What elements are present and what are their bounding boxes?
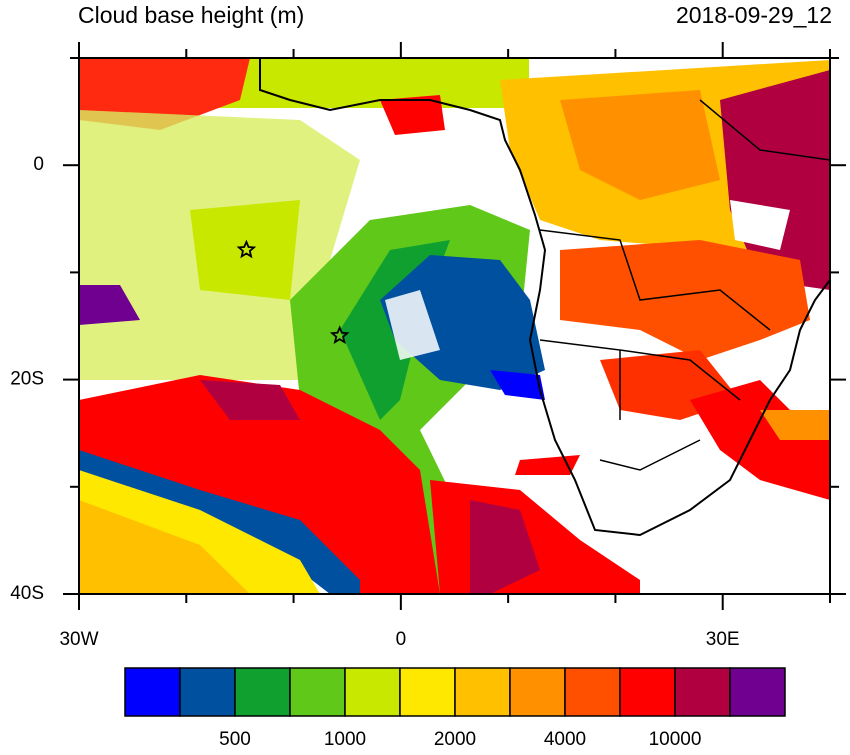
- markers: [236, 239, 350, 345]
- y-tick-label: 40S: [10, 583, 44, 604]
- y-tick-label: 20S: [10, 369, 44, 390]
- axes: 30W 0 30E 0 20S 40S: [10, 42, 846, 650]
- map-field: [79, 58, 830, 594]
- colorbar-label: 4000: [544, 729, 586, 750]
- x-tick-label: 30E: [706, 629, 740, 650]
- color-box: [289, 667, 346, 717]
- color-box: [124, 667, 181, 717]
- colorbar-label: 10000: [649, 729, 702, 750]
- color-box: [344, 667, 401, 717]
- station-marker: [329, 325, 350, 345]
- color-box: [674, 667, 731, 717]
- colorbar-label: 1000: [324, 729, 366, 750]
- color-box: [509, 667, 566, 717]
- color-box: [399, 667, 456, 717]
- color-box: [454, 667, 511, 717]
- colorbar-label: 500: [219, 729, 251, 750]
- colorbar-label: 2000: [434, 729, 476, 750]
- y-tick-label: 0: [33, 154, 44, 175]
- x-tick-label: 30W: [59, 629, 98, 650]
- station-marker: [236, 239, 257, 259]
- date: 2018-09-29_12: [676, 2, 832, 28]
- x-tick-label: 0: [396, 629, 407, 650]
- color-box: [564, 667, 621, 717]
- color-box: [729, 667, 786, 717]
- color-box: [619, 667, 676, 717]
- colorbar: 500 1000 2000 4000 10000: [124, 667, 786, 750]
- map-frame: [78, 57, 831, 595]
- title: Cloud base height (m): [78, 2, 304, 28]
- color-box: [234, 667, 291, 717]
- color-box: [179, 667, 236, 717]
